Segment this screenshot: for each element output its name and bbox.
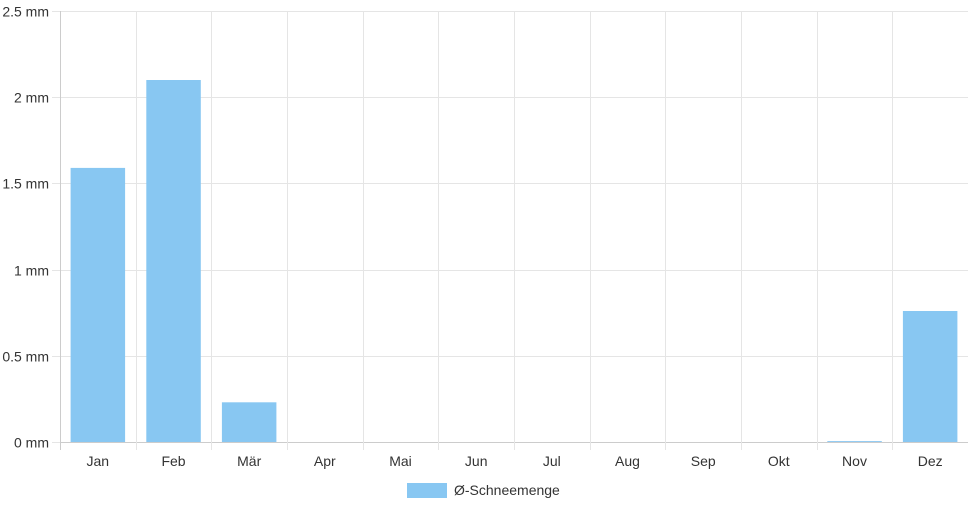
x-tick-label: Jan: [87, 453, 110, 469]
legend-swatch[interactable]: [407, 483, 447, 498]
x-tick-label: Feb: [161, 453, 185, 469]
x-tick-label: Mai: [389, 453, 412, 469]
x-tick-label: Nov: [842, 453, 867, 469]
bar[interactable]: [146, 80, 201, 442]
y-tick-label: 2.5 mm: [2, 4, 49, 20]
y-tick-label: 1 mm: [14, 263, 49, 279]
bar[interactable]: [70, 167, 126, 442]
y-tick-label: 0.5 mm: [2, 349, 49, 365]
x-tick-label: Jun: [465, 453, 488, 469]
x-tick-label: Sep: [691, 453, 716, 469]
legend[interactable]: Ø-Schneemenge: [407, 482, 560, 498]
x-axis-ticks: Jan Feb Mär Apr Mai Jun Jul Aug Sep Okt Nov Dez: [87, 453, 943, 469]
bar[interactable]: [827, 441, 882, 442]
y-tick-label: 1.5 mm: [2, 176, 49, 192]
bar[interactable]: [221, 402, 277, 442]
bars: [70, 80, 958, 442]
x-tick-label: Dez: [918, 453, 943, 469]
x-tick-label: Jul: [543, 453, 561, 469]
legend-label[interactable]: Ø-Schneemenge: [454, 482, 560, 498]
x-tick-label: Apr: [314, 453, 336, 469]
bar[interactable]: [902, 311, 958, 442]
x-tick-label: Okt: [768, 453, 790, 469]
y-tick-label: 2 mm: [14, 90, 49, 106]
y-tick-label: 0 mm: [14, 435, 49, 451]
x-tick-label: Aug: [615, 453, 640, 469]
x-tick-label: Mär: [237, 453, 261, 469]
y-axis-ticks: 0 mm 0.5 mm 1 mm 1.5 mm 2 mm 2.5 mm: [2, 4, 49, 451]
grid: [52, 11, 968, 450]
